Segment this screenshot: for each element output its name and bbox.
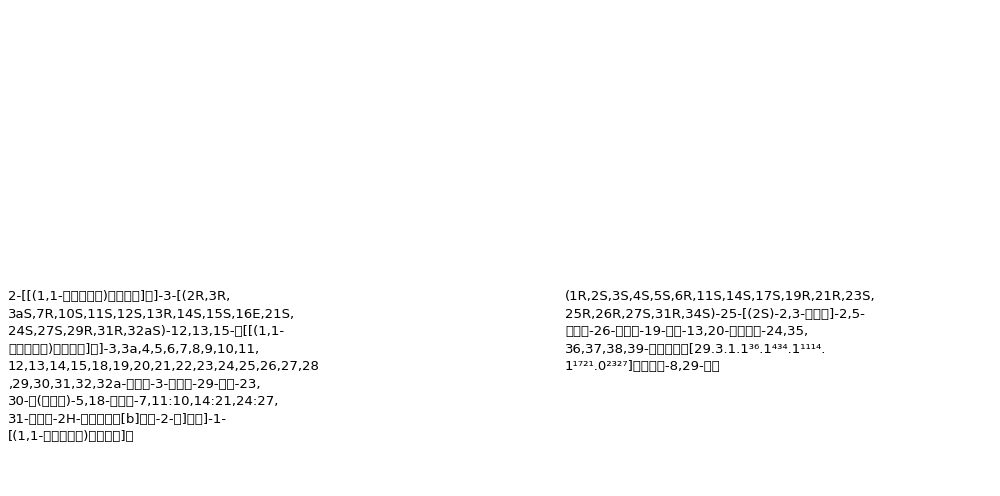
Text: 2-[[(1,1-二甲基乙基)二甲硒基]氧]-3-[(2R,3R,
3aS,7R,10S,11S,12S,13R,14S,15S,16E,21S,
24S,27: 2-[[(1,1-二甲基乙基)二甲硒基]氧]-3-[(2R,3R, 3aS,7R… — [8, 290, 320, 443]
Text: (1R,2S,3S,4S,5S,6R,11S,14S,17S,19R,21R,23S,
25R,26R,27S,31R,34S)-25-[(2S)-2,3-双羟: (1R,2S,3S,4S,5S,6R,11S,14S,17S,19R,21R,2… — [565, 290, 876, 373]
